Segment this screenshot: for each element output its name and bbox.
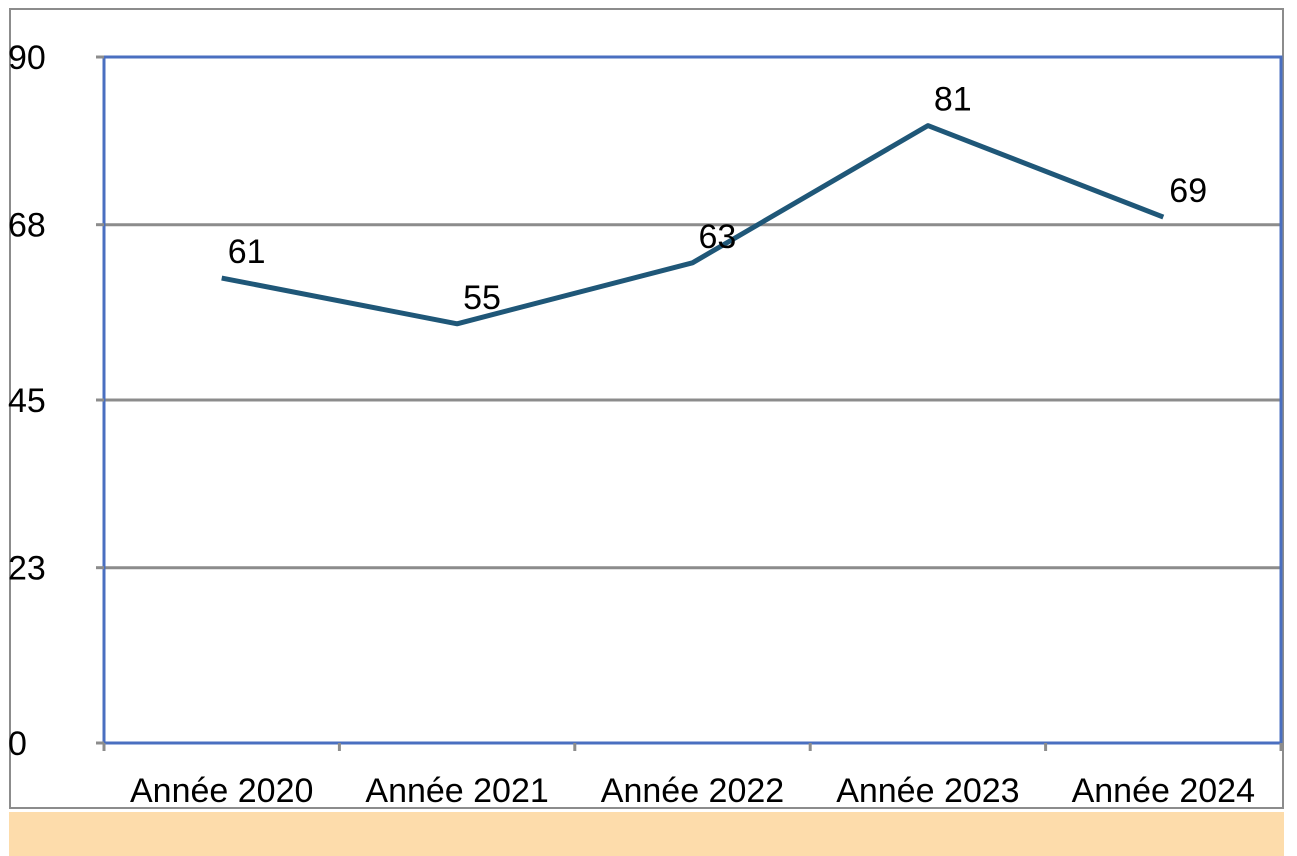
series-layer bbox=[221, 123, 1165, 327]
y-tick-label: 45 bbox=[8, 382, 46, 420]
axis-layer: 0 23 45 68 90 Année 2020 Année 2021 Année 2022 A… bbox=[8, 39, 1283, 810]
y-tick-label: 90 bbox=[8, 39, 46, 77]
y-tick-label: 23 bbox=[8, 550, 46, 588]
y-tick-label: 68 bbox=[8, 207, 46, 245]
data-label: 61 bbox=[228, 233, 266, 271]
x-tick-label: Année 2020 bbox=[130, 772, 313, 810]
data-label: 55 bbox=[463, 279, 501, 317]
data-label: 81 bbox=[934, 81, 972, 119]
x-tick-label: Année 2021 bbox=[365, 772, 548, 810]
label-layer: 61 55 63 81 69 bbox=[228, 81, 1207, 317]
chart-frame bbox=[9, 8, 1284, 809]
grid-layer bbox=[104, 223, 1281, 570]
footer-band bbox=[9, 812, 1284, 856]
data-label: 69 bbox=[1169, 172, 1207, 210]
data-label: 63 bbox=[699, 218, 737, 256]
x-tick-label: Année 2023 bbox=[836, 772, 1019, 810]
x-tick-label: Année 2024 bbox=[1072, 772, 1255, 810]
y-tick-label: 0 bbox=[8, 725, 27, 763]
x-tick-label: Année 2022 bbox=[601, 772, 784, 810]
